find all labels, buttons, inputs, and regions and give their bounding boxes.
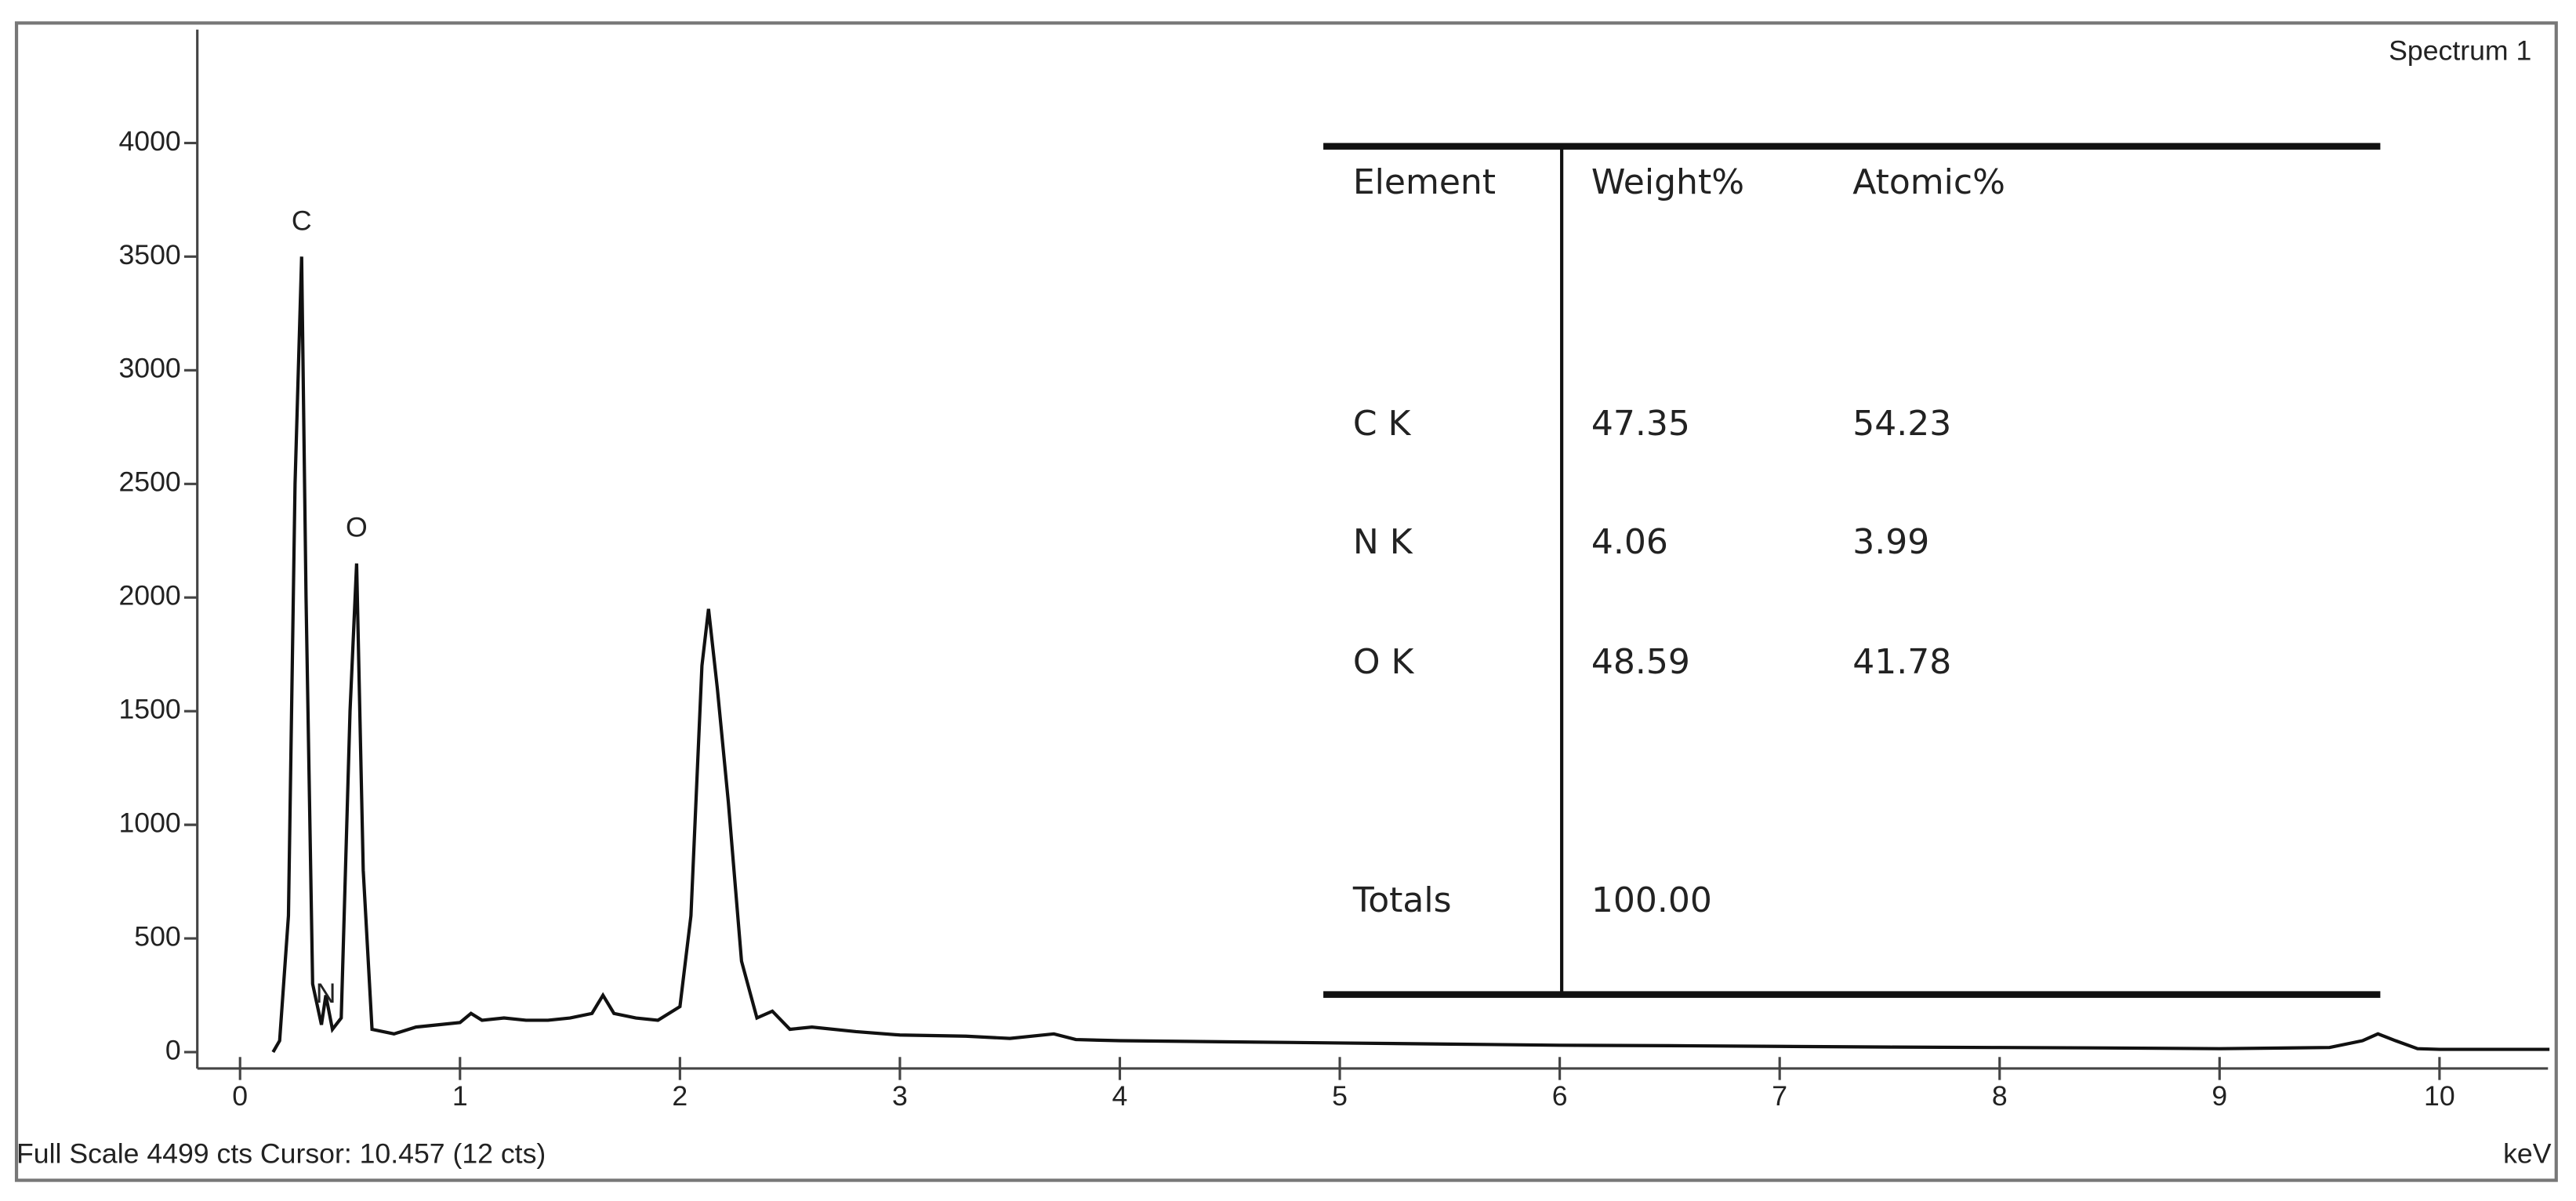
table-cell: 3.99 <box>1852 522 1929 562</box>
y-tick-label: 0 <box>165 1034 181 1065</box>
y-tick-label: 1500 <box>118 694 180 725</box>
peak-label: C <box>292 205 312 236</box>
x-tick-label: 5 <box>1332 1080 1348 1112</box>
x-tick-label: 2 <box>672 1080 688 1112</box>
x-tick-label: 6 <box>1552 1080 1568 1112</box>
y-tick-label: 3500 <box>118 239 180 270</box>
y-tick-label: 3000 <box>118 353 180 384</box>
peak-label: O <box>346 512 368 543</box>
y-tick-label: 2500 <box>118 466 180 498</box>
table-cell: O K <box>1353 642 1415 682</box>
table-cell: 4.06 <box>1591 522 1668 562</box>
table-header: Weight% <box>1591 162 1744 202</box>
x-axis-label: keV <box>2503 1138 2552 1170</box>
status-annotation: Full Scale 4499 cts Cursor: 10.457 (12 c… <box>16 1138 546 1170</box>
x-tick-label: 10 <box>2424 1080 2455 1112</box>
table-cell: 41.78 <box>1852 642 1951 682</box>
y-tick-label: 1000 <box>118 807 180 839</box>
x-tick-label: 1 <box>452 1080 468 1112</box>
x-tick-label: 9 <box>2211 1080 2227 1112</box>
table-cell: N K <box>1353 522 1413 562</box>
table-header: Element <box>1353 162 1496 202</box>
table-total: 100.00 <box>1591 880 1712 920</box>
table-cell: 54.23 <box>1852 404 1951 444</box>
x-tick-label: 0 <box>232 1080 248 1112</box>
x-tick-label: 3 <box>892 1080 908 1112</box>
y-tick-label: 4000 <box>118 125 180 157</box>
table-header: Atomic% <box>1852 162 2005 202</box>
table-cell: 47.35 <box>1591 404 1690 444</box>
spectrum-title: Spectrum 1 <box>2389 35 2531 67</box>
x-tick-label: 7 <box>1772 1080 1787 1112</box>
table-cell: C K <box>1353 404 1412 444</box>
spectrum-line <box>271 256 2550 1054</box>
frame <box>14 21 2558 1182</box>
peak-label: N <box>316 978 336 1009</box>
table-cell: 48.59 <box>1591 642 1690 682</box>
table-total: Totals <box>1352 880 1452 920</box>
x-tick-label: 4 <box>1112 1080 1128 1112</box>
y-tick-label: 2000 <box>118 580 180 611</box>
y-tick-label: 500 <box>134 920 180 952</box>
results-table: Element Weight% Atomic% C K 47.35 54.23 N K 4.0… <box>1323 143 2381 998</box>
x-tick-label: 8 <box>1992 1080 2008 1112</box>
